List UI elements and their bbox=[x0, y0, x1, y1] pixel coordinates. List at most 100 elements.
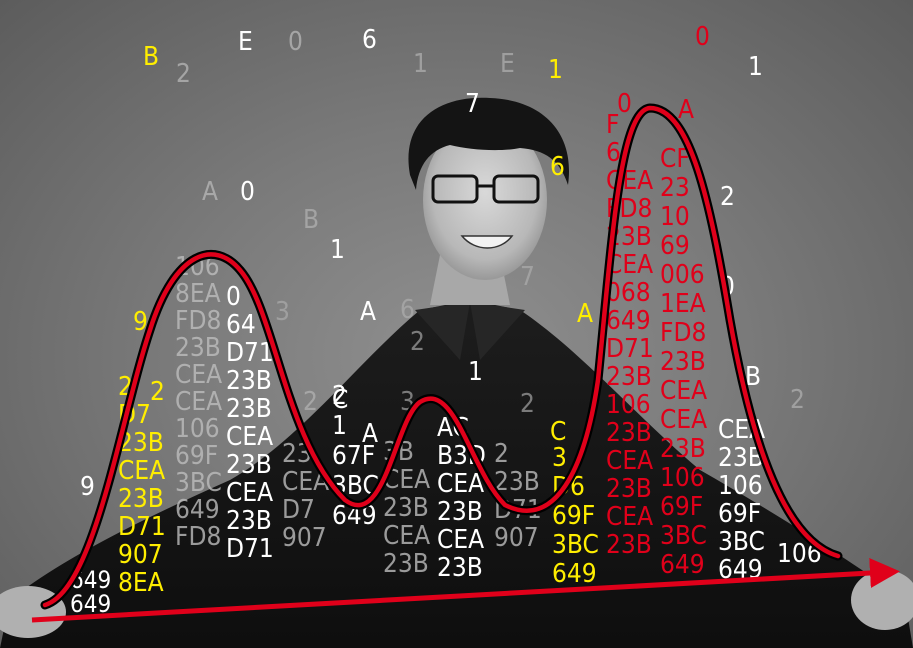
glyph-cell: 068 bbox=[606, 278, 651, 308]
glyph-cell: D71 bbox=[606, 334, 654, 364]
scattered-glyph: 0 bbox=[617, 89, 632, 119]
glyph-cell: 23B bbox=[383, 493, 429, 523]
scattered-glyph: 2 bbox=[720, 182, 735, 212]
glyph-cell: 106 bbox=[660, 463, 705, 493]
glyph-cell: 649 bbox=[660, 550, 705, 580]
scattered-glyph: 2 bbox=[176, 59, 191, 89]
glyph-cell: CEA bbox=[606, 502, 653, 532]
glyph-cell: CEA bbox=[660, 376, 707, 406]
glyph-cell: FD8 bbox=[660, 318, 706, 348]
scattered-glyph: A bbox=[360, 297, 376, 327]
scattered-glyph: 0 bbox=[288, 27, 303, 57]
scattered-glyph: 2 bbox=[303, 387, 318, 417]
glyph-cell: 23B bbox=[226, 366, 272, 396]
glyph-cell: 8EA bbox=[118, 568, 164, 598]
glyph-cell: 10 bbox=[660, 202, 690, 232]
glyph-cell: 8EA bbox=[175, 279, 221, 309]
scattered-glyph: A bbox=[362, 419, 378, 449]
glyph-cell: 23B bbox=[437, 497, 483, 527]
scattered-glyph: 1 bbox=[748, 52, 763, 82]
glyph-cell: 649 bbox=[175, 495, 220, 525]
scattered-glyph: 1 bbox=[468, 357, 483, 387]
glyph-cell: 23B bbox=[226, 506, 272, 536]
glyph-cell: CEA bbox=[437, 469, 484, 499]
glyph-cell: D71 bbox=[226, 534, 274, 564]
glyph-cell: 106 bbox=[718, 471, 763, 501]
glyph-cell: FD8 bbox=[175, 522, 221, 552]
scattered-glyph: 2 bbox=[520, 389, 535, 419]
glyph-cell: CEA bbox=[118, 456, 165, 486]
glyph-cell: 649 bbox=[552, 559, 597, 589]
glyph-cell: 23B bbox=[437, 553, 483, 583]
glyph-cell: CEA bbox=[226, 422, 273, 452]
glyph-cell: 69 bbox=[660, 231, 690, 261]
glyph-cell: 907 bbox=[118, 540, 163, 570]
glyph-cell: CEA bbox=[660, 405, 707, 435]
scattered-glyph: 7 bbox=[465, 89, 480, 119]
glyph-cell: 23B bbox=[226, 394, 272, 424]
scattered-glyph: 6 bbox=[400, 295, 415, 325]
glyph-cell: 69F bbox=[718, 499, 761, 529]
scattered-glyph: 7 bbox=[520, 262, 535, 292]
scattered-glyph: C bbox=[332, 385, 348, 415]
glyph-cell: 907 bbox=[282, 523, 327, 553]
glyph-cell: 23B bbox=[606, 474, 652, 504]
glyph-cell: CEA bbox=[175, 387, 222, 417]
glyph-cell: 69F bbox=[175, 441, 218, 471]
glyph-cell: 1EA bbox=[660, 289, 706, 319]
glyph-cell: D71 bbox=[226, 338, 274, 368]
glyph-cell: 64 bbox=[226, 310, 256, 340]
glyph-cell: 23B bbox=[494, 467, 540, 497]
glyph-cell: CEA bbox=[383, 521, 430, 551]
glyph-cell: 0 bbox=[226, 282, 241, 312]
scattered-glyph: C bbox=[550, 417, 566, 447]
scattered-glyph: 9 bbox=[80, 472, 95, 502]
glyph-cell: 3BC bbox=[660, 521, 707, 551]
glyph-cell: 23B bbox=[226, 450, 272, 480]
glyph-cell: CEA bbox=[226, 478, 273, 508]
scattered-glyph: 2 bbox=[150, 377, 165, 407]
glyph-cell: 23 bbox=[660, 173, 690, 203]
glyph-cell: 23B bbox=[660, 347, 706, 377]
scattered-glyph: 2 bbox=[410, 327, 425, 357]
glyph-cell: D7 bbox=[282, 495, 315, 525]
glyph-cell: 3BC bbox=[718, 527, 765, 557]
scattered-glyph: 6 bbox=[550, 152, 565, 182]
glyph-cell: 006 bbox=[660, 260, 705, 290]
glyph-cell: CEA bbox=[175, 360, 222, 390]
scattered-glyph: 2 bbox=[790, 385, 805, 415]
glyph-cell: 23B bbox=[118, 484, 164, 514]
scattered-glyph: 1 bbox=[548, 55, 563, 85]
glyph-cell: 23B bbox=[606, 530, 652, 560]
glyph-cell: 2 bbox=[494, 439, 509, 469]
scattered-glyph: 0 bbox=[240, 177, 255, 207]
glyph-cell: 23B bbox=[606, 362, 652, 392]
glyph-cell: 3 bbox=[552, 443, 567, 473]
scattered-glyph: 1 bbox=[330, 235, 345, 265]
scattered-glyph: E bbox=[500, 49, 515, 79]
glyph-cell: CEA bbox=[437, 525, 484, 555]
glyph-cell: CEA bbox=[606, 166, 653, 196]
glyph-cell: CEA bbox=[606, 446, 653, 476]
glyph-cell: 106 bbox=[606, 390, 651, 420]
scattered-glyph: B bbox=[143, 42, 159, 72]
glyph-cell: 23B bbox=[383, 549, 429, 579]
scattered-glyph: 3 bbox=[275, 297, 290, 327]
scattered-glyph: E bbox=[238, 27, 253, 57]
scattered-glyph: 1 bbox=[413, 49, 428, 79]
glyph-cell: 3BC bbox=[175, 468, 222, 498]
scattered-glyph: B bbox=[303, 205, 319, 235]
glyph-cell: 106 bbox=[175, 414, 220, 444]
glyph-cell: 907 bbox=[494, 523, 539, 553]
scattered-glyph: A bbox=[202, 177, 218, 207]
glyph-cell: 649 bbox=[606, 306, 651, 336]
glyph-cell: 1 bbox=[332, 411, 347, 441]
scattered-glyph: A bbox=[678, 95, 694, 125]
scattered-glyph: A bbox=[577, 299, 593, 329]
glyph-cell: 3BC bbox=[552, 530, 599, 560]
scattered-glyph: 0 bbox=[695, 22, 710, 52]
glyph-cell: 69F bbox=[660, 492, 703, 522]
glyph-cell: 69F bbox=[552, 501, 595, 531]
